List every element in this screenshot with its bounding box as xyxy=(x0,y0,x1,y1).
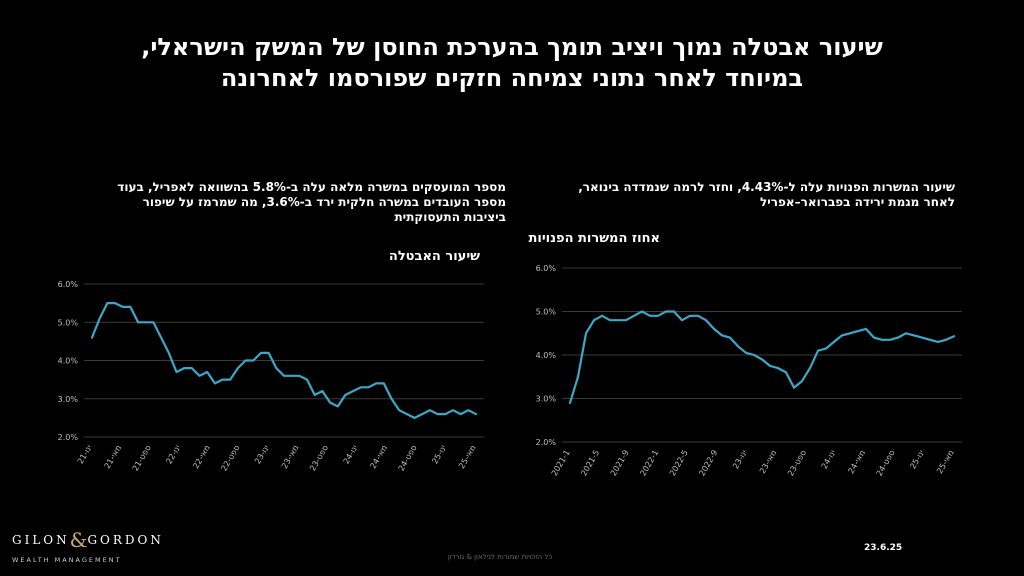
logo-tagline: WEALTH MANAGEMENT xyxy=(12,556,122,564)
x-tick-label: ספט-24 xyxy=(397,444,419,473)
series-line xyxy=(90,302,478,419)
right-subtitle-line-2: לאחר מגמת ירידה בפברואר–אפריל xyxy=(760,195,955,209)
x-tick-label: ספט-22 xyxy=(219,444,241,473)
x-tick-label: מאי-22 xyxy=(191,444,212,471)
x-tick-label: ספט-21 xyxy=(131,444,153,473)
left-subtitle-line-1: מספר המועסקים במשרה מלאה עלה ב-5.8% בהשו… xyxy=(117,180,506,194)
y-tick-label: 5.0% xyxy=(58,318,79,327)
slide-date: 23.6.25 xyxy=(864,543,903,553)
x-tick-label: ינו-25 xyxy=(430,443,448,465)
slide-title-line-2: במיוחד לאחר נתוני צמיחה חזקים שפורסמו לא… xyxy=(220,64,804,92)
x-tick-label: מאי-24 xyxy=(846,449,867,476)
y-tick-label: 4.0% xyxy=(58,357,79,366)
logo-gilon: GILON xyxy=(12,533,70,547)
x-tick-label: מאי-25 xyxy=(457,444,478,471)
y-tick-label: 4.0% xyxy=(536,351,557,360)
y-tick-label: 3.0% xyxy=(536,395,557,404)
y-tick-label: 2.0% xyxy=(536,438,557,447)
y-tick-label: 2.0% xyxy=(58,433,79,442)
y-tick-label: 5.0% xyxy=(536,308,557,317)
left-chart-subtitle: מספר המועסקים במשרה מלאה עלה ב-5.8% בהשו… xyxy=(36,180,506,225)
unemployment-rate-chart: 2.0% 3.0% 4.0% 5.0% 6.0% ינו-21 מאי-21 ספט-21 ינ… xyxy=(58,280,484,473)
x-tick-label: ינו-23 xyxy=(253,443,271,465)
x-tick-label: 2022-5 xyxy=(668,449,690,478)
logo-gordon: GORDON xyxy=(87,533,164,547)
x-tick-label: מאי-24 xyxy=(368,444,389,471)
x-tick-label: 2022-9 xyxy=(697,449,719,478)
slide-title: שיעור אבטלה נמוך ויציב תומך בהערכת החוסן… xyxy=(20,32,1004,94)
left-chart-y-label: שיעור האבטלה xyxy=(388,249,480,264)
x-tick-label: ינו-24 xyxy=(820,448,838,470)
left-subtitle-line-3: ביציבות התעסוקתית xyxy=(394,210,506,224)
x-tick-label: 2022-1 xyxy=(638,449,660,478)
x-tick-label: ינו-23 xyxy=(731,448,749,470)
left-subtitle-line-2: מספר העובדים במשרה חלקית ירד ב-3.6%, מה … xyxy=(142,195,506,209)
x-tick-label: ינו-24 xyxy=(342,443,360,465)
y-tick-label: 6.0% xyxy=(58,280,79,289)
x-tick-label: מאי-25 xyxy=(935,449,956,476)
x-tick-label: 2021-5 xyxy=(579,449,601,478)
y-tick-label: 6.0% xyxy=(536,264,557,273)
x-tick-label: ינו-25 xyxy=(908,448,926,470)
x-tick-label: מאי-21 xyxy=(103,444,124,471)
x-tick-label: ספט-24 xyxy=(875,449,897,478)
footer-rights: כל הזכויות שמורות לגילאון & גורדון xyxy=(447,553,553,561)
right-subtitle-line-1: שיעור המשרות הפנויות עלה ל-4.43%, וחזר ל… xyxy=(578,180,955,194)
x-tick-label: מאי-23 xyxy=(758,449,779,476)
y-tick-label: 3.0% xyxy=(58,395,79,404)
x-tick-label: ינו-21 xyxy=(76,443,94,465)
logo-ampersand: & xyxy=(69,528,88,552)
right-chart-y-label: אחוז המשרות הפנויות xyxy=(528,231,661,246)
right-chart-subtitle: שיעור המשרות הפנויות עלה ל-4.43%, וחזר ל… xyxy=(520,180,955,210)
x-tick-label: מאי-23 xyxy=(280,444,301,471)
x-tick-label: ספט-23 xyxy=(786,449,808,478)
slide-title-line-1: שיעור אבטלה נמוך ויציב תומך בהערכת החוסן… xyxy=(141,33,883,61)
gilon-gordon-logo: GILON&GORDON WEALTH MANAGEMENT xyxy=(12,528,161,564)
x-tick-label: ספט-23 xyxy=(308,444,330,473)
logo-wordmark: GILON&GORDON xyxy=(12,528,161,552)
x-tick-label: 2021-9 xyxy=(609,449,631,478)
x-tick-label: 2021-1 xyxy=(550,449,572,478)
series-line xyxy=(568,310,956,404)
x-tick-label: ינו-22 xyxy=(164,443,182,465)
